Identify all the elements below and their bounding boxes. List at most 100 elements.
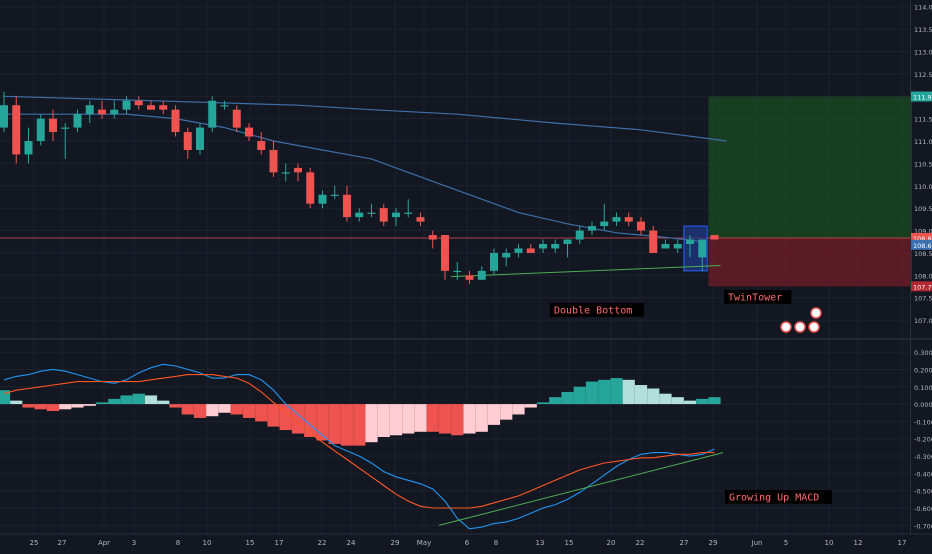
time-tick-label: 15 — [565, 539, 574, 547]
macd-histogram-bar — [512, 404, 525, 415]
price-label-text: 108.835 — [913, 235, 932, 243]
macd-tick-label: -0.400 — [914, 470, 932, 478]
price-tick-label: 112.500 — [914, 71, 932, 79]
candle-body — [0, 105, 8, 128]
time-tick-label: May — [417, 539, 431, 547]
candle-body — [61, 127, 70, 129]
candle-body — [526, 248, 535, 253]
macd-histogram-bar — [573, 386, 586, 405]
price-tick-label: 111.000 — [914, 138, 932, 146]
macd-histogram-bar — [71, 404, 84, 408]
time-tick-label: 15 — [246, 539, 255, 547]
candle-body — [183, 132, 192, 150]
macd-tick-label: -0.100 — [914, 418, 932, 426]
macd-histogram-bar — [304, 404, 317, 437]
candle-body — [514, 248, 523, 253]
macd-histogram-bar — [316, 404, 329, 441]
price-tick-label: 107.000 — [914, 317, 932, 325]
macd-histogram-bar — [402, 404, 415, 434]
candle-body — [428, 235, 437, 240]
ma-long-line — [3, 95, 727, 142]
macd-histogram-bar — [242, 404, 256, 418]
candle-body — [392, 212, 400, 218]
macd-histogram-bar — [193, 404, 207, 418]
candle-body — [330, 194, 339, 196]
candle-body — [465, 275, 474, 280]
candle-body — [171, 109, 180, 133]
time-tick-label: 6 — [465, 539, 470, 547]
candle-body — [453, 270, 462, 273]
macd-histogram — [0, 378, 721, 446]
price-tick-label: 108.000 — [914, 272, 932, 280]
time-axis-bg — [0, 534, 932, 550]
macd-histogram-bar — [59, 404, 72, 410]
double-bottom-trendline — [451, 264, 721, 278]
candle-body — [477, 270, 486, 280]
candle-body — [36, 118, 45, 142]
macd-histogram-bar — [500, 404, 513, 420]
candle-body — [232, 109, 241, 128]
macd-histogram-bar — [340, 404, 354, 446]
candle-body — [281, 172, 290, 174]
macd-histogram-bar — [463, 404, 476, 434]
twin-tower-label-bg — [724, 290, 792, 304]
macd-histogram-bar — [389, 404, 403, 436]
macd-histogram-bar — [206, 404, 219, 417]
macd-trendline — [438, 452, 724, 526]
time-tick-label: 20 — [607, 539, 616, 547]
price-label-text: 111.994 — [913, 94, 932, 102]
macd-histogram-bar — [487, 404, 501, 425]
candle-body — [122, 100, 131, 110]
time-tick-label: 25 — [30, 539, 39, 547]
price-tick-label: 114.000 — [914, 4, 932, 12]
time-tick-label: 22 — [636, 539, 645, 547]
macd-histogram-bar — [218, 404, 231, 413]
time-tick-label: 10 — [825, 539, 834, 547]
twin-tower-label: TwinTower — [728, 293, 782, 304]
time-tick-label: 27 — [58, 539, 67, 547]
time-tick-label: 27 — [680, 539, 689, 547]
macd-histogram-bar — [536, 402, 550, 405]
candle-body — [624, 217, 633, 222]
time-tick-label: 8 — [176, 539, 180, 547]
candle-body — [24, 141, 33, 155]
candle-body — [551, 243, 560, 249]
price-label-text: 107.754 — [913, 283, 932, 291]
macd-histogram-bar — [683, 400, 697, 405]
macd-histogram-bar — [108, 398, 121, 405]
time-tick-label: 8 — [494, 539, 498, 547]
price-label-tag — [911, 281, 932, 292]
price-tick-label: 109.000 — [914, 228, 932, 236]
price-label-tag — [911, 232, 932, 243]
macd-histogram-bar — [157, 400, 170, 405]
time-tick-label: 24 — [347, 539, 356, 547]
macd-histogram-bar — [10, 400, 23, 405]
candle-body — [85, 105, 94, 115]
growing-up-macd-label-bg — [725, 490, 832, 504]
candle-body — [98, 109, 106, 115]
macd-signal-line — [3, 374, 715, 509]
candle-body — [49, 118, 57, 133]
price-tick-label: 113.500 — [914, 26, 932, 34]
macd-histogram-bar — [169, 404, 182, 408]
macd-histogram-bar — [622, 379, 635, 405]
candle-body — [379, 208, 388, 222]
macd-histogram-bar — [610, 378, 623, 405]
price-tick-label: 107.500 — [914, 295, 932, 303]
macd-axis: 0.300 0.200 0.100 0.000 -0.100 -0.200 -0.300 -0… — [914, 349, 932, 530]
price-tick-label: 111.500 — [914, 116, 932, 124]
candle-body — [269, 149, 278, 173]
macd-histogram-bar — [414, 404, 427, 432]
macd-histogram-bar — [671, 397, 684, 405]
macd-histogram-bar — [585, 381, 599, 405]
candle-body — [563, 239, 572, 244]
candle-body — [575, 230, 584, 240]
time-tick-label: 22 — [318, 539, 327, 547]
macd-line — [3, 363, 715, 530]
candle-body — [343, 194, 351, 218]
macd-histogram-bar — [561, 391, 574, 405]
candle-body — [355, 212, 364, 218]
candle-body — [367, 212, 376, 214]
